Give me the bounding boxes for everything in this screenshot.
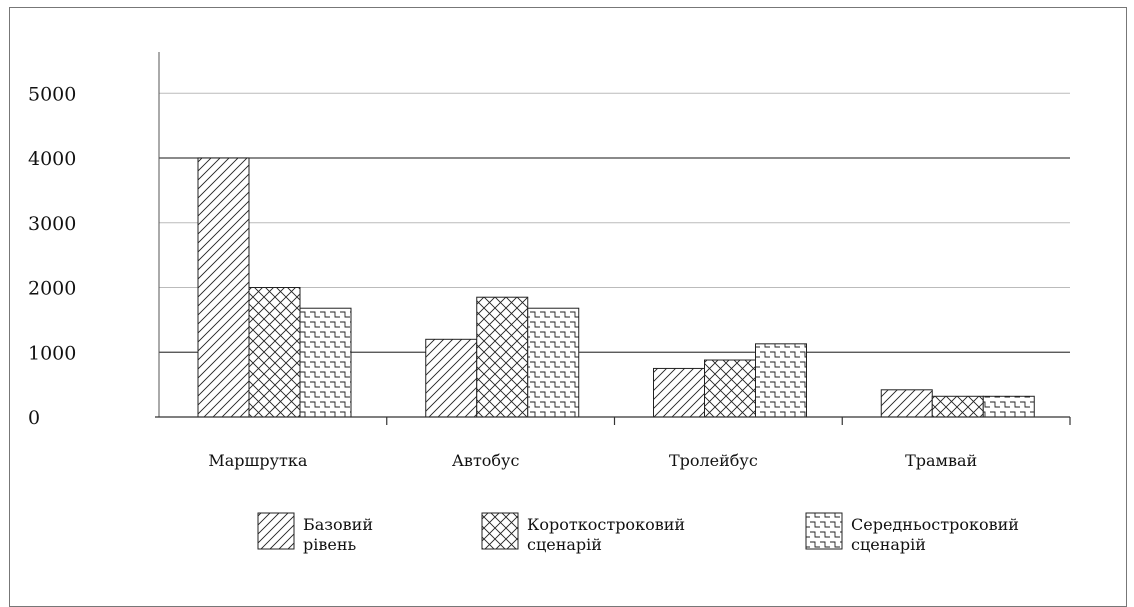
legend: Базовий рівень Короткостроковий сценарій Сер… [257, 512, 1019, 554]
category-label: Автобус [452, 451, 520, 470]
bar-1-2 [425, 338, 478, 418]
axes [155, 52, 1071, 425]
bar-3-3 [755, 343, 807, 418]
y-tick-label: 5000 [28, 83, 76, 105]
legend-label: Базовий рівень [303, 515, 373, 554]
bar-2-3 [704, 359, 756, 418]
legend-label: Середньостроковий сценарій [851, 515, 1019, 554]
bar-3-4 [982, 395, 1035, 418]
legend-swatch [481, 512, 519, 550]
y-tick-label: 0 [28, 407, 40, 429]
bar-1-1 [197, 157, 250, 418]
category-labels: Маршрутка Автобус Тролейбус Трамвай [208, 451, 977, 470]
bar-3-2 [527, 307, 580, 418]
bar-2-2 [476, 296, 529, 418]
y-tick-labels: 0 1000 2000 3000 4000 5000 [28, 83, 76, 429]
category-label: Тролейбус [669, 451, 758, 470]
chart-frame [9, 7, 1127, 607]
bar-2-4 [931, 395, 984, 418]
category-label: Трамвай [905, 451, 977, 470]
bar-1-4 [880, 389, 933, 418]
y-tick-label: 3000 [28, 213, 76, 235]
legend-swatch [805, 512, 843, 550]
y-tick-label: 1000 [28, 342, 76, 364]
bar-3-1 [299, 307, 352, 418]
bars [197, 157, 1035, 418]
y-tick-label: 2000 [28, 278, 76, 300]
category-label: Маршрутка [208, 451, 308, 470]
bar-2-1 [248, 287, 301, 418]
y-tick-label: 4000 [28, 148, 76, 170]
legend-label: Короткостроковий сценарій [527, 515, 685, 554]
legend-swatch [257, 512, 295, 550]
bar-1-3 [653, 367, 705, 418]
